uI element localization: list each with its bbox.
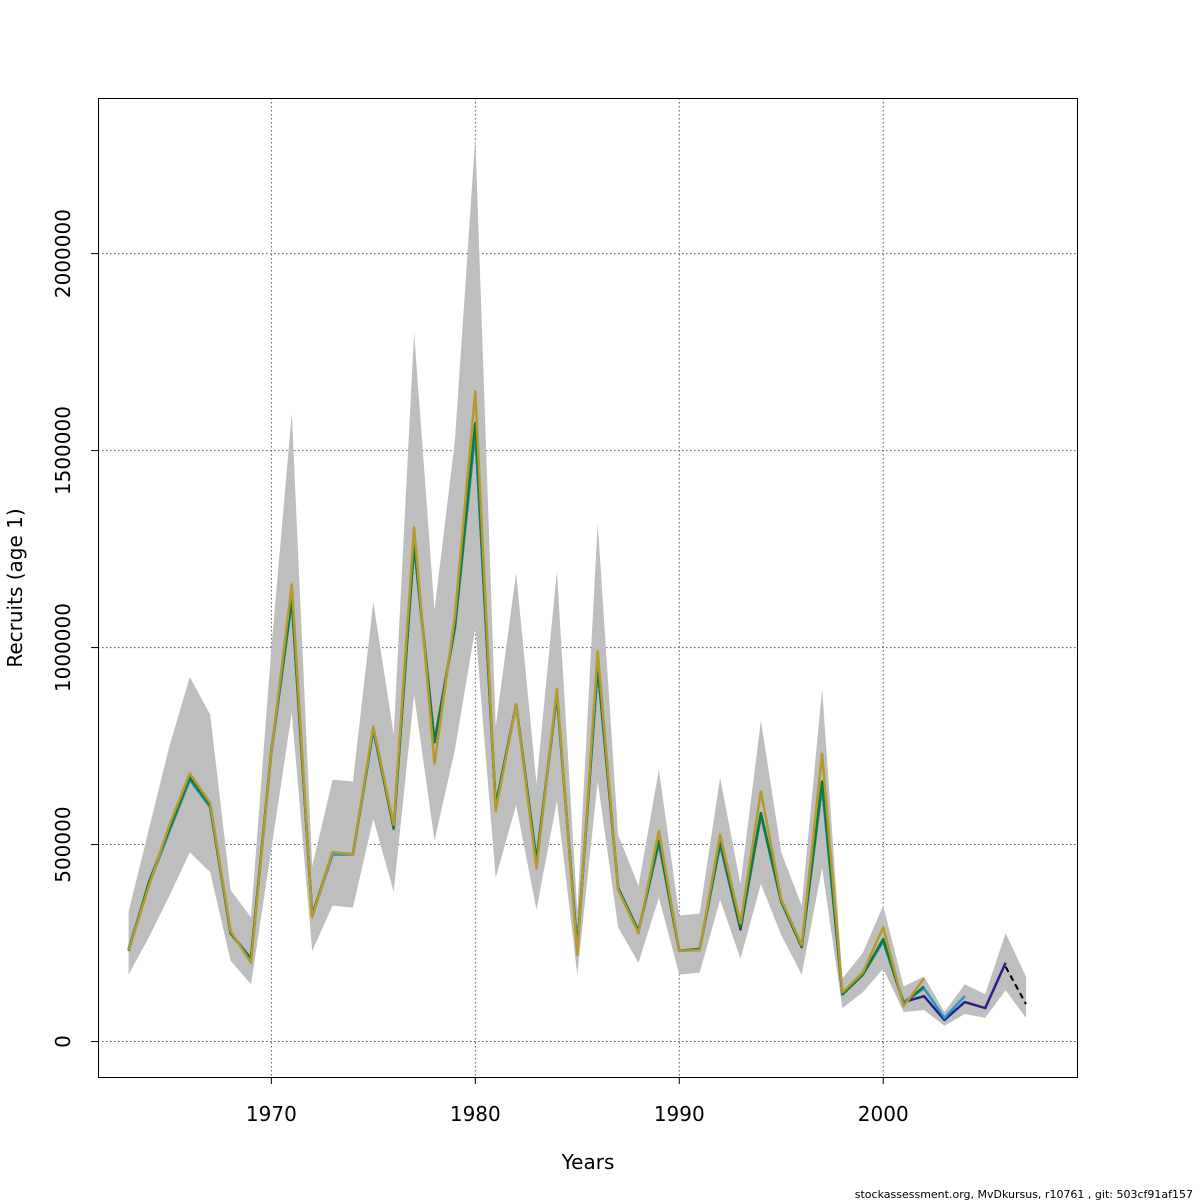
y-tick-label: 1000000 xyxy=(51,603,75,692)
footer-credit: stockassessment.org, MvDkursus, r10761 ,… xyxy=(855,1188,1193,1200)
series-lines-group xyxy=(127,390,1027,1022)
x-axis-title: Years xyxy=(561,1150,615,1174)
x-tick-label: 2000 xyxy=(858,1102,909,1126)
plot-frame xyxy=(98,98,1078,1078)
confidence-band xyxy=(128,137,1027,1026)
series-line-4 xyxy=(127,390,926,1008)
y-axis-title: Recruits (age 1) xyxy=(3,508,27,667)
x-tick-label: 1990 xyxy=(654,1102,705,1126)
y-tick-label: 2000000 xyxy=(51,209,75,298)
y-tick-label: 0 xyxy=(51,1035,75,1048)
y-tick-label: 1500000 xyxy=(51,406,75,495)
axis-ticks: 1970 1980 1990 2000 0 500000 1000000 1500000 200… xyxy=(51,209,909,1126)
series-line-0 xyxy=(1004,966,1027,1005)
x-tick-label: 1970 xyxy=(246,1102,297,1126)
x-tick-label: 1980 xyxy=(450,1102,501,1126)
y-tick-label: 500000 xyxy=(51,806,75,882)
confidence-band-group xyxy=(128,137,1027,1026)
